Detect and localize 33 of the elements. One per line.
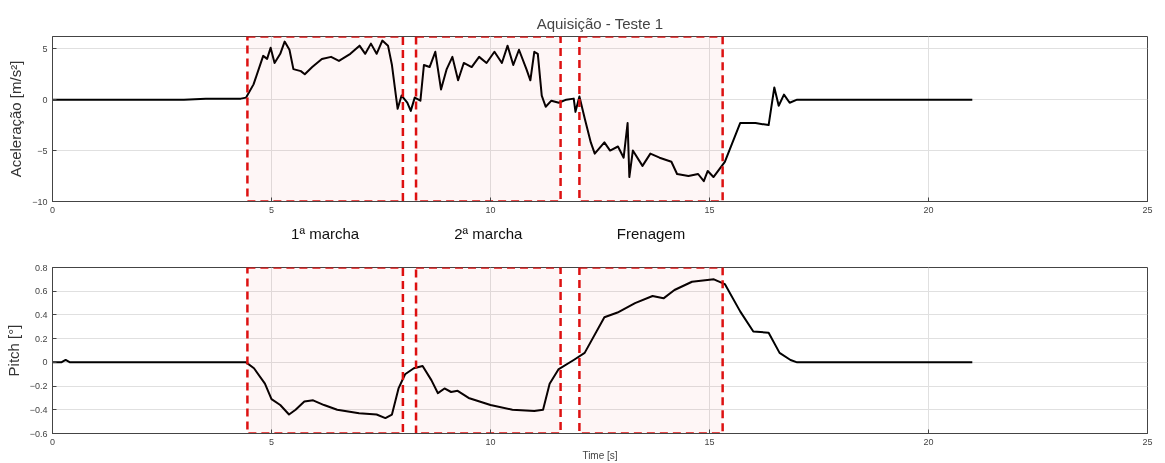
x-tick-label: 15 bbox=[704, 204, 715, 215]
y-axis-title: Pitch [°] bbox=[4, 324, 22, 377]
x-tick-label: 5 bbox=[269, 204, 275, 215]
y-tick-label: 0.6 bbox=[34, 286, 48, 297]
x-tick-label: 25 bbox=[1142, 436, 1153, 447]
x-tick-label: 10 bbox=[485, 436, 496, 447]
x-tick-label: 0 bbox=[50, 204, 56, 215]
x-tick-label: 5 bbox=[269, 436, 275, 447]
y-tick-label: −5 bbox=[37, 145, 48, 156]
y-tick-label: −0.2 bbox=[29, 381, 48, 392]
x-tick-label: 15 bbox=[704, 436, 715, 447]
x-tick-label: 0 bbox=[50, 436, 56, 447]
chart-title: Aquisição - Teste 1 bbox=[536, 14, 664, 32]
x-tick-label: 20 bbox=[923, 436, 934, 447]
y-tick-label: 0 bbox=[42, 94, 48, 105]
line-series bbox=[52, 39, 974, 183]
y-tick-label: 5 bbox=[42, 43, 48, 54]
y-tick-label: 0 bbox=[42, 357, 48, 368]
band-label: 1ª marcha bbox=[291, 225, 360, 242]
y-axis-title: Aceleração [m/s²] bbox=[7, 60, 25, 178]
x-tick-label: 20 bbox=[923, 204, 934, 215]
band-label: Frenagem bbox=[616, 225, 686, 242]
line-series bbox=[52, 278, 974, 420]
x-tick-label: 25 bbox=[1142, 204, 1153, 215]
band-label: 2ª marcha bbox=[454, 225, 524, 242]
y-tick-label: −10 bbox=[32, 196, 48, 207]
y-tick-label: 0.8 bbox=[34, 262, 48, 273]
x-axis-title: Time [s] bbox=[582, 449, 618, 461]
y-tick-label: 0.4 bbox=[34, 309, 48, 320]
x-tick-label: 10 bbox=[485, 204, 496, 215]
y-tick-label: −0.6 bbox=[29, 428, 48, 439]
y-tick-label: −0.4 bbox=[29, 404, 48, 415]
y-tick-label: 0.2 bbox=[34, 333, 48, 344]
